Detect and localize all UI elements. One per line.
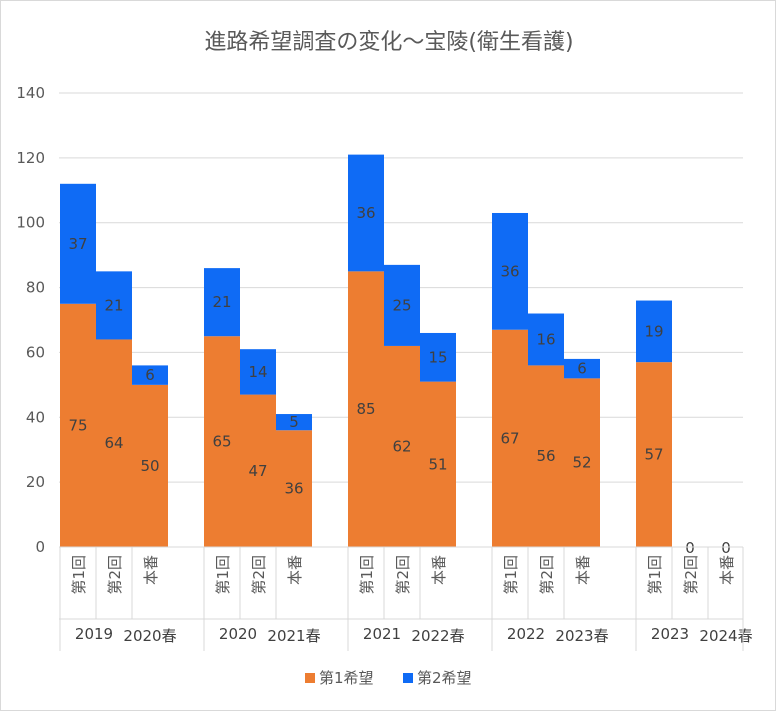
data-label-series2: 6 bbox=[145, 366, 155, 384]
data-label-series2: 16 bbox=[536, 330, 555, 348]
legend-swatch-series2 bbox=[403, 673, 413, 683]
data-label-zero: 0 bbox=[685, 539, 695, 557]
y-tick-label: 80 bbox=[26, 279, 45, 297]
bar-series2 bbox=[96, 271, 132, 340]
data-label-series1: 57 bbox=[644, 446, 663, 464]
bars bbox=[60, 154, 672, 547]
data-label-series2: 36 bbox=[500, 262, 519, 280]
bar-series1 bbox=[636, 362, 672, 547]
x-group-season: 2020春 bbox=[123, 627, 176, 645]
data-label-series1: 85 bbox=[356, 400, 375, 418]
x-group-season: 2022春 bbox=[411, 627, 464, 645]
x-category-label: 第2回 bbox=[538, 555, 556, 595]
x-category-label: 第2回 bbox=[106, 555, 124, 595]
bar-series1 bbox=[384, 345, 420, 547]
bar-series2 bbox=[384, 264, 420, 346]
data-label-series1: 62 bbox=[392, 437, 411, 455]
x-group-season: 2021春 bbox=[267, 627, 320, 645]
x-category-label: 第2回 bbox=[682, 555, 700, 595]
bar-series1 bbox=[492, 329, 528, 547]
bar-series1 bbox=[132, 384, 168, 547]
x-category-label: 本番 bbox=[574, 555, 592, 585]
x-group-season: 2023春 bbox=[555, 627, 608, 645]
x-category-label: 本番 bbox=[718, 555, 736, 585]
data-label-series1: 51 bbox=[428, 455, 447, 473]
x-group-year: 2021 bbox=[363, 625, 401, 643]
x-category-label: 本番 bbox=[430, 555, 448, 585]
data-label-series1: 64 bbox=[104, 434, 123, 452]
legend: 第1希望 第2希望 bbox=[305, 669, 472, 687]
x-category-label: 第1回 bbox=[358, 555, 376, 595]
data-label-series2: 5 bbox=[289, 413, 299, 431]
y-tick-label: 100 bbox=[16, 214, 45, 232]
y-tick-label: 60 bbox=[26, 343, 45, 361]
bar-series2 bbox=[276, 414, 312, 431]
x-group-year: 2022 bbox=[507, 625, 545, 643]
bar-series2 bbox=[204, 268, 240, 337]
bar-series1 bbox=[564, 378, 600, 547]
x-category-label: 第1回 bbox=[502, 555, 520, 595]
y-tick-label: 120 bbox=[16, 149, 45, 167]
data-label-series1: 56 bbox=[536, 447, 555, 465]
x-category-label: 第2回 bbox=[394, 555, 412, 595]
data-label-series2: 15 bbox=[428, 348, 447, 366]
bar-series1 bbox=[528, 365, 564, 547]
bar-series1 bbox=[276, 430, 312, 547]
x-category-label: 第1回 bbox=[646, 555, 664, 595]
data-label-series1: 50 bbox=[140, 457, 159, 475]
y-axis: 0 20 40 60 80 100 120 140 bbox=[16, 84, 45, 556]
data-label-series2: 36 bbox=[356, 204, 375, 222]
bar-series1 bbox=[348, 271, 384, 547]
legend-label-series1: 第1希望 bbox=[319, 669, 374, 687]
bar-series2 bbox=[564, 358, 600, 379]
bar-series1 bbox=[204, 336, 240, 547]
y-tick-label: 20 bbox=[26, 473, 45, 491]
data-label-series1: 36 bbox=[284, 480, 303, 498]
x-category-label: 第2回 bbox=[250, 555, 268, 595]
data-label-series1: 47 bbox=[248, 462, 267, 480]
x-category-label: 本番 bbox=[286, 555, 304, 585]
bar-series1 bbox=[60, 303, 96, 547]
data-label-series2: 19 bbox=[644, 322, 663, 340]
chart-title: 進路希望調査の変化～宝陵(衛生看護) bbox=[204, 30, 573, 55]
data-label-series1: 52 bbox=[572, 454, 591, 472]
bar-series2 bbox=[132, 365, 168, 385]
bar-series2 bbox=[492, 212, 528, 330]
x-group-year: 2023 bbox=[651, 625, 689, 643]
data-label-series2: 37 bbox=[68, 235, 87, 253]
y-tick-label: 0 bbox=[35, 538, 45, 556]
bar-series1 bbox=[420, 381, 456, 547]
y-tick-label: 140 bbox=[16, 84, 45, 102]
data-labels: 75 37 64 21 50 6 65 21 47 14 36 5 85 36 62 25 51 15 67 36 56… bbox=[68, 204, 730, 557]
x-category-label: 第1回 bbox=[214, 555, 232, 595]
x-category-label: 第1回 bbox=[70, 555, 88, 595]
data-label-series1: 75 bbox=[68, 416, 87, 434]
y-tick-label: 40 bbox=[26, 408, 45, 426]
data-label-series1: 67 bbox=[500, 429, 519, 447]
x-group-year: 2019 bbox=[75, 625, 113, 643]
bar-series2 bbox=[636, 300, 672, 363]
data-label-series2: 21 bbox=[104, 296, 123, 314]
legend-swatch-series1 bbox=[305, 673, 315, 683]
data-label-series2: 6 bbox=[577, 360, 587, 378]
data-label-series1: 65 bbox=[212, 433, 231, 451]
legend-label-series2: 第2希望 bbox=[417, 669, 472, 687]
x-group-year: 2020 bbox=[219, 625, 257, 643]
bar-series2 bbox=[420, 332, 456, 382]
bar-series2 bbox=[348, 154, 384, 272]
data-label-zero: 0 bbox=[721, 539, 731, 557]
data-label-series2: 21 bbox=[212, 293, 231, 311]
data-label-series2: 14 bbox=[248, 363, 267, 381]
bar-series2 bbox=[528, 313, 564, 366]
bar-series2 bbox=[60, 183, 96, 304]
bar-series1 bbox=[240, 394, 276, 547]
x-group-season: 2024春 bbox=[699, 627, 752, 645]
bar-series2 bbox=[240, 349, 276, 395]
bar-series1 bbox=[96, 339, 132, 547]
data-label-series2: 25 bbox=[392, 296, 411, 314]
x-category-label: 本番 bbox=[142, 555, 160, 585]
